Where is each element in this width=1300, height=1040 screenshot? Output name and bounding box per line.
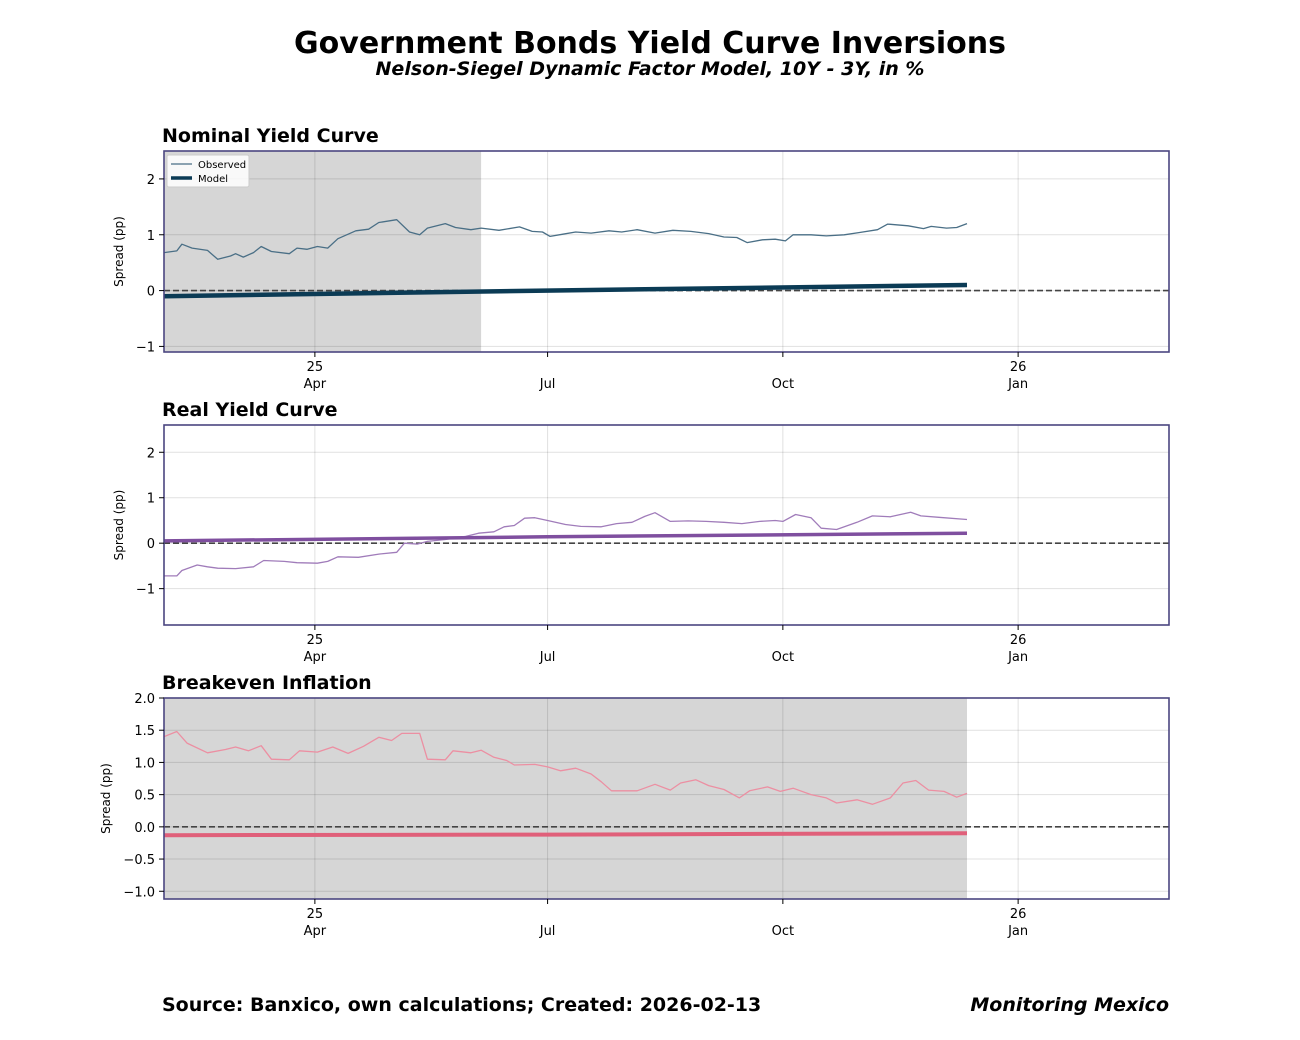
panel-title: Real Yield Curve bbox=[162, 399, 337, 421]
x-tick-label: Jul bbox=[539, 377, 556, 392]
panel-title: Nominal Yield Curve bbox=[162, 125, 379, 147]
plot-area bbox=[164, 151, 1169, 352]
brand-label: Monitoring Mexico bbox=[970, 994, 1169, 1016]
legend: Observed Model bbox=[166, 154, 250, 188]
x-tick-label: Apr bbox=[304, 924, 327, 939]
x-tick-label: Jan bbox=[1007, 377, 1028, 392]
y-tick-label: 0 bbox=[147, 537, 155, 552]
y-axis-label: Spread (pp) bbox=[99, 763, 113, 834]
panel-title: Breakeven Inflation bbox=[162, 672, 372, 694]
legend-label-observed: Observed bbox=[198, 160, 246, 171]
x-tick-label: Oct bbox=[772, 650, 794, 665]
chart-title: Government Bonds Yield Curve Inversions bbox=[294, 26, 1006, 61]
x-tick-label: Jul bbox=[539, 924, 556, 939]
y-tick-label: 2 bbox=[147, 173, 155, 188]
axes-frame bbox=[163, 697, 1170, 900]
x-tick-label: Jan bbox=[1007, 924, 1028, 939]
y-tick-label: −1.0 bbox=[123, 885, 155, 900]
x-tick-label: Jul bbox=[539, 650, 556, 665]
source-note: Source: Banxico, own calculations; Creat… bbox=[162, 994, 761, 1016]
series-observed-line bbox=[164, 730, 968, 805]
plot-area bbox=[164, 425, 1169, 625]
y-tick-label: 1.0 bbox=[134, 756, 155, 771]
y-tick-label: 0.0 bbox=[134, 821, 155, 836]
y-tick-label: 0.5 bbox=[134, 789, 155, 804]
series-model-line bbox=[164, 531, 968, 543]
plot-area bbox=[164, 698, 1169, 899]
x-tick-label: Apr bbox=[304, 377, 327, 392]
series-observed-line bbox=[164, 219, 968, 260]
chart-subtitle: Nelson-Siegel Dynamic Factor Model, 10Y … bbox=[376, 58, 925, 80]
x-tick-label: 26 bbox=[1010, 360, 1027, 375]
y-tick-label: 1 bbox=[147, 229, 155, 244]
x-tick-label: 26 bbox=[1010, 907, 1027, 922]
y-axis-label: Spread (pp) bbox=[112, 490, 126, 561]
x-tick-label: Apr bbox=[304, 650, 327, 665]
x-tick-label: 25 bbox=[307, 907, 324, 922]
x-tick-label: 26 bbox=[1010, 633, 1027, 648]
y-tick-label: 0 bbox=[147, 285, 155, 300]
x-tick-label: 25 bbox=[307, 360, 324, 375]
legend-label-model: Model bbox=[198, 174, 228, 185]
y-tick-label: 2 bbox=[147, 446, 155, 461]
nominal-yield-curve-panel: Nominal Yield Curve Spread (pp) −1 0 1 2 25 Apr… bbox=[112, 125, 1170, 392]
x-tick-label: 25 bbox=[307, 633, 324, 648]
x-tick-label: Jan bbox=[1007, 650, 1028, 665]
axes-frame bbox=[163, 150, 1170, 353]
y-tick-label: 1.5 bbox=[134, 724, 155, 739]
y-tick-label: −1 bbox=[136, 340, 155, 355]
y-axis-label: Spread (pp) bbox=[112, 216, 126, 287]
x-tick-label: Oct bbox=[772, 924, 794, 939]
y-tick-label: 1 bbox=[147, 492, 155, 507]
series-model-line bbox=[164, 282, 968, 299]
real-yield-curve-panel: Real Yield Curve Spread (pp) −1 0 1 2 25 Apr Jul… bbox=[112, 399, 1170, 665]
y-tick-label: −1 bbox=[136, 583, 155, 598]
y-tick-label: −0.5 bbox=[123, 853, 155, 868]
breakeven-inflation-panel: Breakeven Inflation Spread (pp) −1.0 −0.5 0.… bbox=[99, 672, 1170, 939]
shaded-period bbox=[164, 698, 967, 899]
y-tick-label: 2.0 bbox=[134, 692, 155, 707]
axes-frame bbox=[163, 424, 1170, 626]
series-observed-line bbox=[164, 511, 968, 577]
series-model-line bbox=[164, 831, 968, 838]
x-tick-label: Oct bbox=[772, 377, 794, 392]
